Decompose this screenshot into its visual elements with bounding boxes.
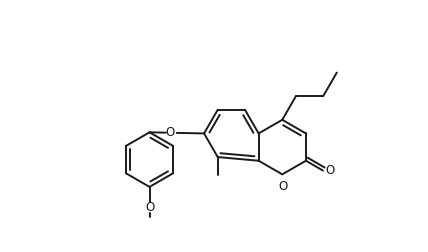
Text: O: O	[278, 180, 287, 193]
Text: O: O	[166, 126, 175, 139]
Text: O: O	[325, 164, 334, 177]
Text: O: O	[145, 201, 154, 214]
